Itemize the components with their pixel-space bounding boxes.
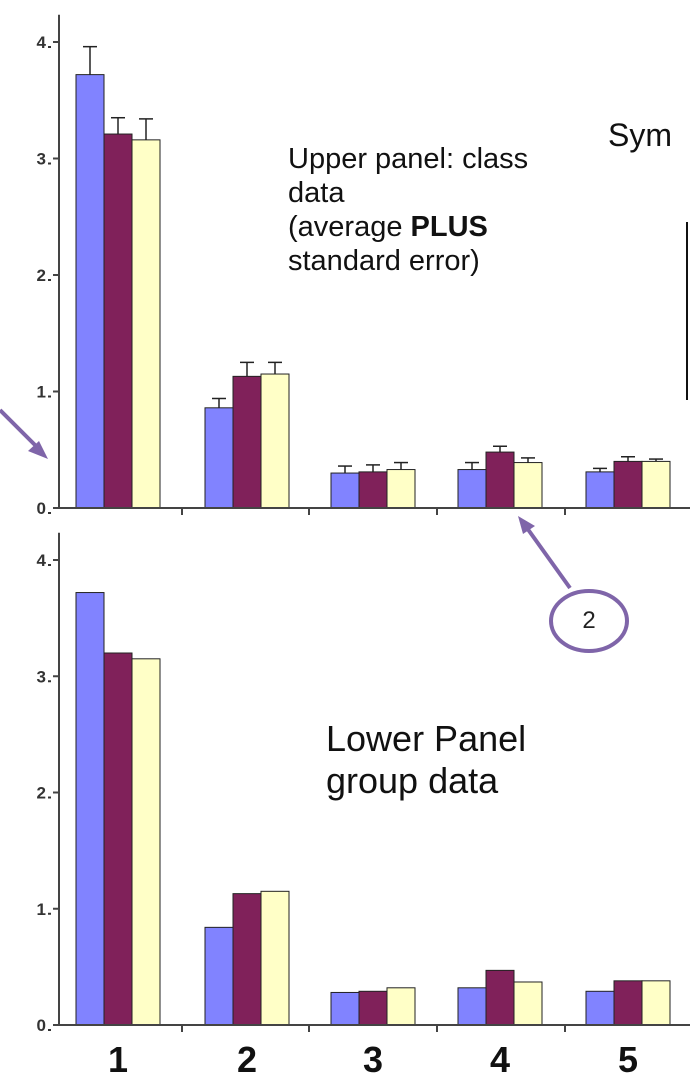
bar-s2-c2 <box>232 893 262 1026</box>
callout-arrow-head <box>518 516 535 534</box>
bar-s1-c2 <box>204 407 234 509</box>
bar-s1-c3 <box>330 472 360 509</box>
bar-s2-c4 <box>485 451 515 509</box>
y-tick-label: 3 <box>37 150 46 169</box>
upper-note-line-3-prefix: (average <box>288 211 411 243</box>
left-arrow-head <box>28 441 48 459</box>
lower-panel-note: Lower Panel group data <box>326 718 526 802</box>
bar-s2-c2 <box>232 375 262 509</box>
upper-note-line-1: Upper panel: class <box>288 143 529 175</box>
bar-s3-c1 <box>131 139 161 509</box>
y-tick-label: 3 <box>37 667 46 686</box>
y-tick-label: 4 <box>37 33 47 52</box>
annotation-arrows <box>0 222 688 653</box>
upper-panel-note: Upper panel: class data (average PLUS st… <box>288 142 528 278</box>
bar-s1-c2 <box>204 926 234 1026</box>
bar-s2-c1 <box>103 133 133 509</box>
bar-s3-c5 <box>641 980 671 1026</box>
upper-panel-chart: 0 1 2 3 4 <box>37 14 690 518</box>
x-tick-label: 3 <box>363 1039 383 1080</box>
left-arrow-shaft <box>0 408 42 452</box>
bar-s1-c3 <box>330 991 360 1026</box>
lower-panel-chart: 0 1 2 3 4 1 2 3 4 5 <box>37 532 690 1080</box>
x-tick-label: 2 <box>237 1039 257 1080</box>
bar-s3-c3 <box>386 469 416 509</box>
bar-s3-c1 <box>131 658 161 1026</box>
y-tick-label: 2 <box>37 784 46 803</box>
bar-s2-c5 <box>613 460 643 509</box>
bar-s2-c3 <box>358 990 388 1026</box>
bar-s1-c1 <box>75 74 105 509</box>
y-tick-label: 0 <box>37 1016 46 1035</box>
lower-note-line-1: Lower Panel <box>326 718 527 759</box>
callout-number: 2 <box>582 607 596 634</box>
y-tick-label: 0 <box>37 499 46 518</box>
upper-note-bold-word: PLUS <box>410 211 488 243</box>
upper-note-line-4: standard error) <box>288 245 480 277</box>
x-tick-label: 4 <box>490 1039 510 1080</box>
upper-note-line-2: data <box>288 177 345 209</box>
bar-s2-c3 <box>358 471 388 509</box>
bar-s3-c2 <box>260 373 290 509</box>
callout-arrow-shaft <box>525 526 572 590</box>
bar-s1-c4 <box>457 987 487 1026</box>
y-tick-label: 4 <box>37 551 47 570</box>
upper-note-line-3: (average PLUS <box>288 210 528 244</box>
lower-note-line-2: group data <box>326 760 499 801</box>
cropped-heading-fragment: Sym <box>608 117 672 153</box>
callout-circle <box>549 589 629 653</box>
bar-s1-c5 <box>585 471 615 509</box>
y-tick-label: 2 <box>37 266 46 285</box>
bar-s2-c5 <box>613 980 643 1026</box>
bar-s2-c4 <box>485 969 515 1026</box>
bar-s1-c5 <box>585 990 615 1026</box>
bar-s1-c1 <box>75 592 105 1026</box>
bar-s3-c4 <box>513 462 543 509</box>
bar-s2-c1 <box>103 652 133 1026</box>
bar-s3-c3 <box>386 987 416 1026</box>
x-tick-label: 1 <box>108 1039 128 1080</box>
bar-s3-c4 <box>513 981 543 1026</box>
y-tick-label: 1 <box>37 900 46 919</box>
y-tick-label: 1 <box>37 383 46 402</box>
x-tick-label: 5 <box>618 1039 638 1080</box>
bar-s3-c5 <box>641 460 671 509</box>
bar-s1-c4 <box>457 469 487 509</box>
bar-s3-c2 <box>260 890 290 1026</box>
